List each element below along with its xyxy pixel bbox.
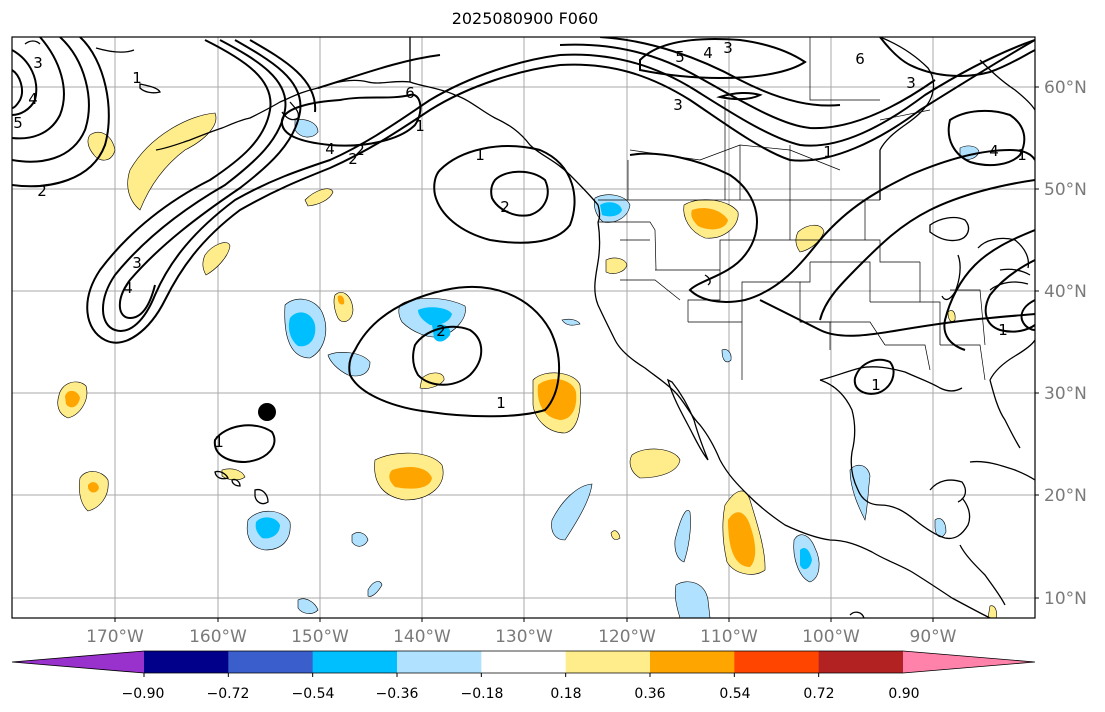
lon-label: 100°W: [802, 627, 860, 647]
contour-label: 1: [823, 143, 833, 161]
colorbar-tick-label: −0.18: [461, 686, 504, 702]
colorbar-tick-label: 0.72: [803, 686, 834, 702]
colorbar-tick-label: 0.90: [888, 686, 919, 702]
colorbar-segment: [481, 651, 567, 673]
contour-label: 1: [871, 376, 881, 394]
colorbar: [11, 650, 1036, 677]
contour-label-group: 3 4 5 2 1 4 2 1 6 1 2 3 4 2 1 2 1 1 5 4 …: [13, 39, 1027, 451]
contour-label: 1: [415, 117, 425, 135]
lon-label: 90°W: [910, 627, 957, 647]
map-title: 2025080900 F060: [451, 9, 599, 28]
contour-label: 3: [906, 74, 916, 92]
lat-label: 50°N: [1044, 180, 1087, 200]
colorbar-tick-label: −0.72: [207, 686, 250, 702]
axis-ticks: [114, 86, 1039, 622]
longitude-labels: 170°W 160°W 150°W 140°W 130°W 120°W 110°…: [86, 627, 957, 647]
colorbar-segment: [650, 651, 735, 673]
contour-label: 1: [214, 433, 224, 451]
colorbar-segment: [312, 651, 398, 673]
lat-label: 20°N: [1044, 486, 1087, 506]
colorbar-tick-label: 0.54: [719, 686, 750, 702]
contour-lines: [12, 37, 1035, 464]
contour-label: 2: [37, 182, 47, 200]
lon-label: 160°W: [189, 627, 247, 647]
colorbar-tick-label: 0.36: [634, 686, 665, 702]
contour-label: 2: [500, 198, 510, 216]
colorbar-segment: [565, 651, 651, 673]
contour-label: 6: [855, 50, 865, 68]
lon-label: 170°W: [86, 627, 144, 647]
colorbar-segment: [818, 651, 904, 673]
contour-label: 5: [675, 48, 685, 66]
colorbar-tick-label: −0.36: [376, 686, 419, 702]
lat-label: 40°N: [1044, 282, 1087, 302]
contour-label: 1: [496, 394, 506, 412]
lon-label: 130°W: [495, 627, 553, 647]
contour-label: 1: [132, 69, 142, 87]
colorbar-segment: [397, 651, 482, 673]
colorbar-segment: [903, 651, 1035, 673]
contour-label: 1: [998, 321, 1008, 339]
lat-label: 30°N: [1044, 384, 1087, 404]
coastlines: [24, 37, 1035, 618]
colorbar-tick-label: −0.54: [292, 686, 335, 702]
lon-label: 150°W: [291, 627, 349, 647]
contour-label: 4: [28, 90, 38, 108]
contour-label: 2: [436, 322, 446, 340]
anomaly-shading: [57, 112, 997, 618]
lat-label: 60°N: [1044, 78, 1087, 98]
colorbar-segment: [734, 651, 820, 673]
contour-label: 3: [132, 254, 142, 272]
contour-label: 3: [33, 54, 43, 72]
lon-label: 140°W: [393, 627, 451, 647]
colorbar-segment: [12, 651, 144, 673]
contour-label: 3: [723, 39, 733, 57]
lon-label: 120°W: [598, 627, 656, 647]
colorbar-tick-label: −0.90: [122, 686, 165, 702]
contour-label: 5: [13, 114, 23, 132]
contour-label: 3: [673, 96, 683, 114]
storm-location-marker: [258, 403, 276, 421]
contour-label: 1: [1017, 146, 1027, 164]
lat-label: 10°N: [1044, 589, 1087, 609]
contour-label: 2: [355, 141, 365, 159]
contour-label: 4: [325, 140, 335, 158]
contour-label: 1: [475, 146, 485, 164]
contour-label: 4: [703, 44, 713, 62]
contour-label: 4: [123, 279, 133, 297]
colorbar-segment: [144, 651, 229, 673]
colorbar-tick-label: 0.18: [550, 686, 581, 702]
lon-label: 110°W: [700, 627, 758, 647]
contour-label: 4: [989, 142, 999, 160]
colorbar-tick-labels: −0.90 −0.72 −0.54 −0.36 −0.18 0.18 0.36 …: [122, 686, 920, 702]
contour-label: 6: [405, 84, 415, 102]
colorbar-segment: [228, 651, 314, 673]
latitude-labels: 60°N 50°N 40°N 30°N 20°N 10°N: [1044, 78, 1087, 609]
contour-label: 2: [348, 150, 358, 168]
